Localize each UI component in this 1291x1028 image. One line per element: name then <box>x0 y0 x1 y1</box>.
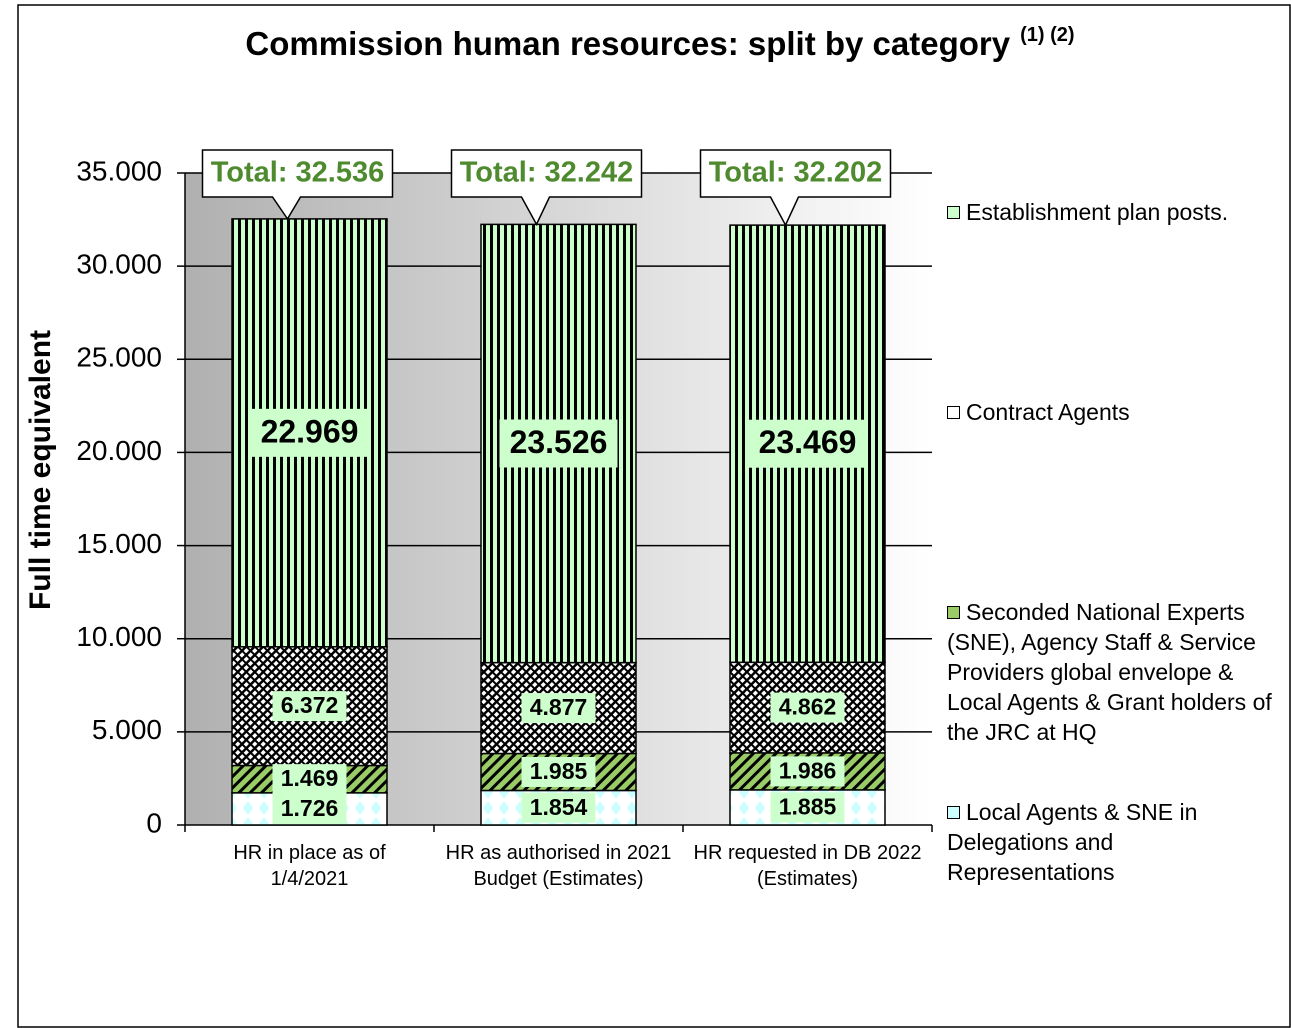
frame <box>17 4 1291 1028</box>
data-label-text: 1.726 <box>281 795 339 821</box>
legend-text: Local Agents & SNE in Delegations and Re… <box>947 799 1198 885</box>
y-tick-label: 25.000 <box>76 342 162 373</box>
data-label-box <box>272 764 347 795</box>
chart-title: Commission human resources: split by cat… <box>245 24 1074 61</box>
x-tick-label: HR as authorised in 2021 Budget (Estimat… <box>445 842 672 890</box>
total-callout <box>699 149 892 227</box>
legend-entry: Local Agents & SNE in Delegations and Re… <box>947 797 1287 887</box>
data-label-box <box>272 793 347 824</box>
data-label: 6.372 <box>272 691 347 722</box>
data-label: 1.985 <box>521 756 596 787</box>
data-label-box <box>250 408 369 457</box>
legend-entry: Contract Agents <box>947 397 1287 427</box>
data-label: 1.469 <box>272 764 347 795</box>
legend-swatch <box>947 406 960 419</box>
legend-swatch <box>947 206 960 219</box>
data-label-box <box>770 692 845 723</box>
data-label-box <box>521 693 596 724</box>
data-label-text: 1.986 <box>779 757 837 783</box>
x-tick-label: HR in place as of 1/4/2021 <box>233 842 386 890</box>
data-label-box <box>521 756 596 787</box>
data-label-text: 1.985 <box>530 758 588 784</box>
y-tick-label: 35.000 <box>76 155 162 186</box>
legend-entry: Establishment plan posts. <box>947 197 1287 227</box>
data-label-box <box>272 691 347 722</box>
y-tick-label: 30.000 <box>76 249 162 280</box>
data-label: 4.877 <box>521 693 596 724</box>
data-label: 1.885 <box>770 792 845 823</box>
total-label: Total: 32.536 <box>211 157 385 189</box>
data-label-text: 23.469 <box>759 424 857 460</box>
data-label: 23.469 <box>748 419 867 468</box>
data-label: 1.986 <box>770 756 845 787</box>
y-tick-label: 5.000 <box>92 714 162 745</box>
legend-swatch <box>947 606 960 619</box>
y-axis-label: Full time equivalent <box>24 330 57 610</box>
data-label-text: 1.854 <box>530 794 588 820</box>
data-label-text: 23.526 <box>510 424 608 460</box>
y-tick-label: 15.000 <box>76 528 162 559</box>
data-label: 1.726 <box>272 793 347 824</box>
data-label-box <box>521 792 596 823</box>
total-label: Total: 32.202 <box>709 157 883 189</box>
data-label-text: 22.969 <box>261 413 359 449</box>
data-label-text: 4.862 <box>779 694 837 720</box>
data-label-text: 4.877 <box>530 694 588 720</box>
total-callout <box>450 149 643 227</box>
total-label: Total: 32.242 <box>460 157 634 189</box>
data-label-box <box>499 419 618 468</box>
y-tick-label: 0 <box>146 807 162 838</box>
legend-text: Seconded National Experts (SNE), Agency … <box>947 599 1272 745</box>
y-tick-label: 20.000 <box>76 435 162 466</box>
y-tick-label: 10.000 <box>76 621 162 652</box>
data-label-text: 1.885 <box>779 794 837 820</box>
data-label-text: 6.372 <box>281 692 339 718</box>
legend-text: Establishment plan posts. <box>966 199 1229 225</box>
total-callout <box>201 149 394 221</box>
data-label-text: 1.469 <box>281 765 339 791</box>
data-label-box <box>770 792 845 823</box>
data-label-box <box>770 756 845 787</box>
data-label: 22.969 <box>250 408 369 457</box>
x-tick-label: HR requested in DB 2022 (Estimates) <box>693 842 922 890</box>
legend-entry: Seconded National Experts (SNE), Agency … <box>947 597 1287 747</box>
data-label: 4.862 <box>770 692 845 723</box>
data-label: 1.854 <box>521 792 596 823</box>
data-label: 23.526 <box>499 419 618 468</box>
data-label-box <box>748 419 867 468</box>
legend-swatch <box>947 806 960 819</box>
legend-text: Contract Agents <box>966 399 1130 425</box>
